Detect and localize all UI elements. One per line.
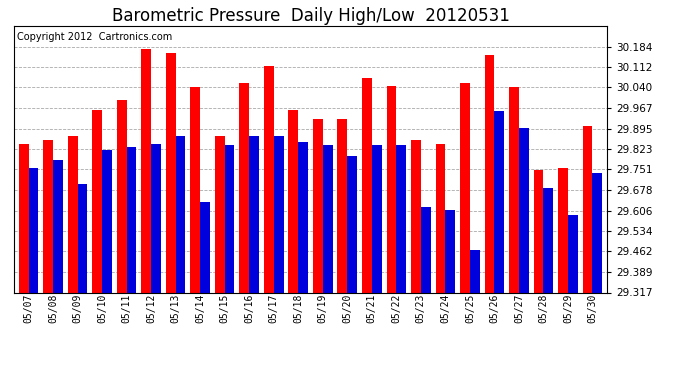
Bar [117,100,126,292]
Bar [19,144,28,292]
Bar [190,87,200,292]
Bar [544,188,553,292]
Title: Barometric Pressure  Daily High/Low  20120531: Barometric Pressure Daily High/Low 20120… [112,7,509,25]
Bar [435,144,445,292]
Bar [102,150,112,292]
Bar [347,156,357,292]
Bar [582,126,593,292]
Bar [484,55,495,292]
Bar [166,54,176,292]
Bar [264,66,274,292]
Bar [558,168,568,292]
Bar [28,168,39,292]
Bar [323,145,333,292]
Bar [225,145,235,292]
Bar [215,136,225,292]
Bar [200,202,210,292]
Bar [53,160,63,292]
Bar [372,145,382,292]
Bar [509,87,519,292]
Bar [495,111,504,292]
Bar [593,173,602,292]
Bar [411,140,421,292]
Bar [362,78,372,292]
Bar [68,136,77,292]
Bar [568,215,578,292]
Bar [141,49,151,292]
Bar [298,142,308,292]
Bar [239,83,249,292]
Bar [92,110,102,292]
Bar [470,250,480,292]
Bar [386,86,396,292]
Bar [445,210,455,292]
Bar [126,147,137,292]
Bar [519,128,529,292]
Bar [151,144,161,292]
Bar [43,140,53,292]
Bar [313,118,323,292]
Bar [533,170,544,292]
Bar [176,136,186,292]
Bar [337,118,347,292]
Text: Copyright 2012  Cartronics.com: Copyright 2012 Cartronics.com [17,32,172,42]
Bar [421,207,431,292]
Bar [396,145,406,292]
Bar [274,136,284,292]
Bar [460,83,470,292]
Bar [249,136,259,292]
Bar [77,184,88,292]
Bar [288,110,298,292]
